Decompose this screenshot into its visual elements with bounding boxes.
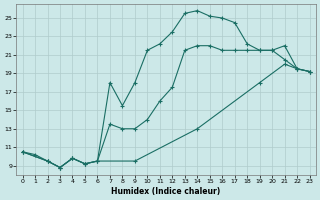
X-axis label: Humidex (Indice chaleur): Humidex (Indice chaleur) (111, 187, 221, 196)
